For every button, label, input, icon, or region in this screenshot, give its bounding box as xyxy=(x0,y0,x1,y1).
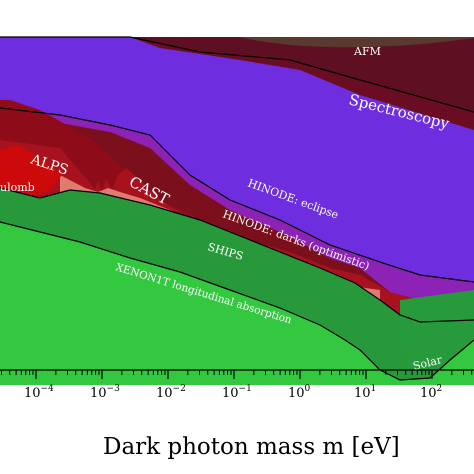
x-tick-label: 100 xyxy=(288,384,311,401)
x-axis-tick-labels: 10−4 10−3 10−2 10−1 100 101 102 xyxy=(24,384,442,401)
x-tick-label: 102 xyxy=(420,384,442,401)
x-tick-label: 10−3 xyxy=(90,384,120,401)
region-solar-dark xyxy=(400,290,474,375)
region-afm-blob xyxy=(240,37,474,48)
x-tick-label: 10−1 xyxy=(222,384,252,401)
region-solar xyxy=(0,222,474,385)
x-tick-label: 10−2 xyxy=(156,384,186,401)
label-coulomb: ulomb xyxy=(0,181,35,194)
x-tick-label: 101 xyxy=(354,384,376,401)
x-axis-ticks xyxy=(0,370,473,379)
x-axis-label: Dark photon mass m [eV] xyxy=(103,434,400,460)
region-outlines xyxy=(0,36,474,381)
label-afm: AFM xyxy=(353,45,381,58)
region-coulomb xyxy=(0,145,62,205)
x-tick-label: 10−4 xyxy=(24,384,54,401)
